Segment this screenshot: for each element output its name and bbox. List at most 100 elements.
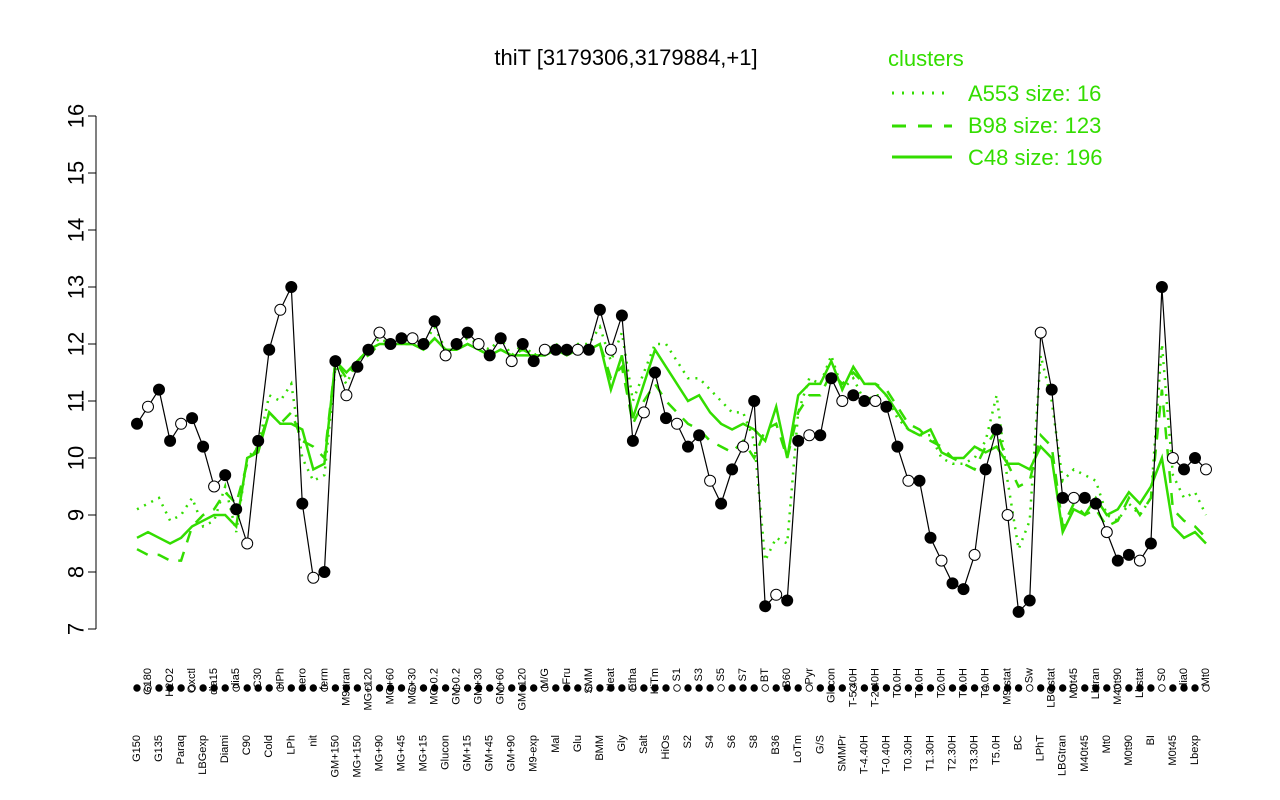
x-tick-mark — [133, 684, 141, 692]
x-tick-mark — [155, 684, 163, 692]
x-tick-label: M0t45 — [1167, 735, 1179, 766]
data-point — [1089, 497, 1102, 510]
x-tick-label: S6 — [726, 735, 738, 748]
x-tick-mark — [1158, 684, 1166, 692]
data-point — [792, 434, 805, 447]
x-tick-mark — [1070, 684, 1078, 692]
data-point — [935, 554, 948, 567]
data-point — [263, 343, 276, 356]
data-point — [373, 326, 386, 339]
x-tick-mark — [408, 684, 417, 692]
x-tick-mark — [673, 684, 681, 692]
x-tick-mark — [816, 684, 824, 692]
data-point — [825, 372, 838, 385]
x-tick-mark — [1136, 684, 1144, 692]
x-tick-label: SMM — [583, 668, 595, 694]
x-tick-label: T1.30H — [924, 735, 936, 771]
x-tick-label: T-4.40H — [858, 735, 870, 774]
x-tick-label: GM-0.2 — [451, 668, 463, 705]
line-c48 — [136, 336, 1207, 545]
x-tick-mark — [882, 684, 891, 692]
data-point — [1067, 491, 1080, 504]
y-tick-label: 8 — [64, 566, 89, 578]
data-point — [913, 474, 926, 487]
x-tick-label: GM+30 — [473, 668, 485, 704]
x-tick-label: HiOs — [660, 735, 672, 760]
x-tick-label: T2.0H — [936, 668, 948, 698]
x-tick-mark — [430, 684, 439, 692]
data-point — [307, 571, 320, 584]
x-tick-label: B60 — [781, 668, 793, 688]
x-tick-label: G180 — [142, 668, 154, 695]
x-tick-label: T-0.40H — [880, 735, 892, 774]
x-tick-mark — [177, 684, 185, 692]
x-tick-mark — [937, 684, 946, 692]
x-tick-label: MG+90 — [373, 735, 385, 771]
data-point — [219, 469, 232, 482]
x-tick-label: Oxctl — [186, 668, 198, 693]
data-point — [704, 474, 717, 487]
x-tick-label: T-5.40H — [847, 668, 859, 707]
x-tick-mark — [166, 684, 174, 692]
x-tick-label: Heat — [605, 668, 617, 691]
line-a553 — [136, 324, 1208, 566]
x-tick-label: MG+15 — [418, 735, 430, 771]
data-point — [1122, 548, 1135, 561]
x-tick-mark — [552, 684, 560, 692]
data-point — [395, 332, 408, 345]
x-tick-label: dia0 — [1178, 668, 1190, 689]
data-point — [252, 434, 265, 447]
x-tick-label: Pyr — [803, 668, 815, 685]
data-point — [208, 480, 221, 493]
x-tick-label: ferm — [318, 668, 330, 690]
x-tick-label: dia5 — [230, 668, 242, 689]
x-tick-mark — [530, 684, 538, 692]
data-point — [649, 366, 661, 379]
data-point — [1189, 452, 1201, 464]
x-tick-label: Cold — [263, 735, 275, 758]
data-point — [131, 417, 143, 430]
data-point — [1045, 383, 1058, 396]
x-tick-label: M/G — [539, 668, 551, 689]
x-tick-label: T0.0H — [891, 668, 903, 698]
data-point — [450, 338, 463, 350]
x-tick-mark — [904, 684, 913, 692]
x-tick-mark — [1125, 684, 1133, 692]
data-point — [417, 338, 430, 350]
y-tick-label: 12 — [64, 332, 89, 356]
x-tick-label: Gly — [616, 735, 628, 752]
x-tick-label: LBGexp — [197, 735, 209, 775]
x-tick-label: Sw — [1024, 668, 1036, 683]
x-tick-label: M9-stat — [1002, 668, 1014, 705]
data-point — [814, 429, 827, 442]
x-tick-label: G150 — [131, 735, 143, 762]
x-tick-label: dia15 — [208, 668, 220, 695]
data-point — [858, 395, 871, 407]
data-point — [836, 395, 849, 407]
x-tick-label: Lbstat — [1134, 668, 1146, 698]
data-point — [1200, 463, 1212, 476]
x-tick-mark — [849, 684, 857, 692]
x-tick-label: MG+30 — [407, 668, 419, 704]
x-tick-mark — [750, 684, 758, 692]
data-point — [781, 594, 794, 607]
data-point — [439, 349, 452, 362]
x-tick-label: Mt0 — [1200, 668, 1212, 686]
x-tick-mark — [419, 684, 428, 692]
data-point — [1056, 491, 1069, 504]
x-tick-label: S2 — [682, 735, 694, 748]
x-tick-label: Mt0 — [1101, 735, 1113, 753]
x-tick-mark — [651, 684, 659, 692]
x-tick-label: GM+120 — [517, 668, 529, 711]
data-point — [671, 417, 683, 430]
x-tick-mark — [607, 684, 615, 692]
x-tick-mark — [232, 684, 240, 692]
data-point — [615, 309, 628, 322]
x-tick-mark — [298, 684, 306, 692]
x-tick-label: T2.30H — [947, 735, 959, 771]
x-tick-mark — [1025, 684, 1034, 692]
x-tick-mark — [596, 684, 604, 692]
data-point — [560, 343, 573, 356]
x-tick-mark — [893, 684, 902, 692]
y-tick-label: 9 — [64, 509, 89, 521]
